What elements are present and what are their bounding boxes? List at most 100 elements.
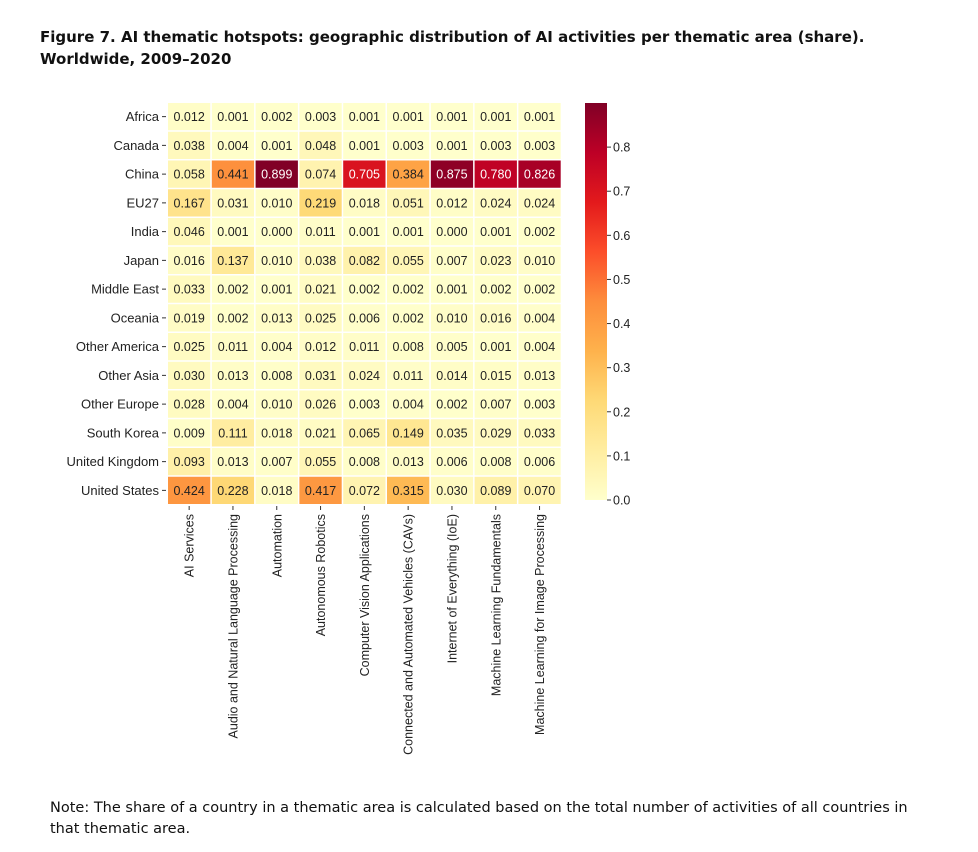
heatmap-cell — [343, 218, 386, 246]
colorbar-tick-label: 0.5 — [613, 273, 630, 287]
heatmap-cell — [299, 476, 342, 504]
heatmap-cell — [474, 304, 517, 332]
cell-value-label: 0.003 — [524, 398, 555, 412]
cell-value-label: 0.038 — [305, 254, 336, 268]
heatmap-cell — [474, 361, 517, 389]
row-label: United Kingdom — [67, 454, 160, 469]
heatmap-cell — [299, 361, 342, 389]
heatmap-cell — [474, 275, 517, 303]
cell-value-label: 0.424 — [174, 484, 205, 498]
cell-value-label: 0.007 — [261, 455, 292, 469]
cell-value-label: 0.001 — [349, 110, 380, 124]
colorbar-tick-label: 0.8 — [613, 141, 630, 155]
colorbar-tick-label: 0.3 — [613, 361, 630, 375]
cell-value-label: 0.018 — [349, 196, 380, 210]
cell-value-label: 0.006 — [524, 455, 555, 469]
row-label: Other America — [76, 339, 160, 354]
heatmap-cell — [518, 333, 561, 361]
heatmap-cell — [211, 218, 255, 246]
heatmap-cell — [387, 131, 430, 159]
heatmap-cell — [255, 103, 298, 131]
heatmap-cell — [255, 189, 298, 217]
heatmap-cell — [518, 419, 561, 447]
cell-value-label: 0.013 — [217, 455, 248, 469]
row-label: China — [125, 167, 160, 182]
heatmap-cell — [255, 390, 298, 418]
heatmap-cell — [255, 246, 298, 274]
heatmap-cell — [211, 131, 255, 159]
cell-value-label: 0.137 — [217, 254, 248, 268]
cell-value-label: 0.001 — [480, 110, 511, 124]
heatmap-cell — [255, 419, 298, 447]
row-label: Oceania — [111, 310, 160, 325]
cell-value-label: 0.004 — [524, 340, 555, 354]
cell-value-label: 0.074 — [305, 168, 336, 182]
heatmap-cell — [343, 333, 386, 361]
heatmap-cell — [211, 275, 255, 303]
heatmap-cell — [255, 476, 298, 504]
heatmap-cell — [518, 390, 561, 418]
heatmap-cell — [343, 103, 386, 131]
colorbar: 0.0 0.1 0.2 0.3 0.4 0.5 0.6 0.7 0.8 — [585, 103, 630, 508]
cell-value-label: 0.055 — [305, 455, 336, 469]
row-label: India — [131, 224, 160, 239]
heatmap-cell — [343, 448, 386, 476]
cell-value-label: 0.012 — [436, 196, 467, 210]
heatmap-cell — [518, 275, 561, 303]
heatmap-cell — [430, 476, 474, 504]
cell-value-label: 0.013 — [393, 455, 424, 469]
cell-value-label: 0.010 — [436, 311, 467, 325]
heatmap-cell — [387, 361, 430, 389]
heatmap-cell — [474, 131, 517, 159]
heatmap-cell — [343, 160, 386, 188]
cell-value-label: 0.441 — [217, 168, 248, 182]
cell-value-label: 0.899 — [261, 168, 292, 182]
cell-value-label: 0.004 — [217, 139, 248, 153]
cell-value-label: 0.009 — [174, 426, 205, 440]
heatmap-cell — [211, 103, 255, 131]
heatmap-cell — [430, 103, 474, 131]
cell-value-label: 0.011 — [393, 369, 423, 383]
colorbar-tick-label: 0.6 — [613, 229, 630, 243]
row-label: Other Asia — [98, 368, 159, 383]
heatmap-cell — [343, 246, 386, 274]
heatmap-cell — [255, 160, 298, 188]
heatmap-cell — [299, 419, 342, 447]
column-label: Autonomous Robotics — [314, 514, 328, 636]
heatmap-cell — [518, 103, 561, 131]
heatmap-cell — [255, 333, 298, 361]
cell-value-label: 0.417 — [305, 484, 336, 498]
heatmap-cell — [518, 304, 561, 332]
cell-value-label: 0.005 — [436, 340, 467, 354]
heatmap-cell — [168, 333, 211, 361]
cell-value-label: 0.033 — [174, 283, 205, 297]
cell-value-label: 0.023 — [480, 254, 511, 268]
heatmap-cell — [299, 160, 342, 188]
cell-value-label: 0.003 — [393, 139, 424, 153]
cell-value-label: 0.003 — [524, 139, 555, 153]
cell-value-label: 0.033 — [524, 426, 555, 440]
cell-value-label: 0.001 — [524, 110, 555, 124]
cell-value-label: 0.019 — [174, 311, 205, 325]
cell-value-label: 0.002 — [393, 311, 424, 325]
heatmap-cell — [387, 419, 430, 447]
cell-value-label: 0.000 — [436, 225, 467, 239]
heatmap-cell — [299, 246, 342, 274]
cell-value-label: 0.010 — [261, 254, 292, 268]
heatmap-cell — [168, 246, 211, 274]
cell-value-label: 0.018 — [261, 484, 292, 498]
cell-value-label: 0.029 — [480, 426, 511, 440]
cell-value-label: 0.014 — [436, 369, 467, 383]
row-label: Africa — [126, 109, 160, 124]
row-label: Canada — [113, 138, 159, 153]
row-label: Other Europe — [81, 397, 159, 412]
heatmap-cell — [387, 304, 430, 332]
cell-value-label: 0.013 — [217, 369, 248, 383]
heatmap-cell — [299, 275, 342, 303]
heatmap-cell — [430, 390, 474, 418]
cell-value-label: 0.001 — [349, 139, 380, 153]
heatmap-cell — [211, 390, 255, 418]
heatmap-cell — [518, 131, 561, 159]
heatmap-cell — [430, 448, 474, 476]
